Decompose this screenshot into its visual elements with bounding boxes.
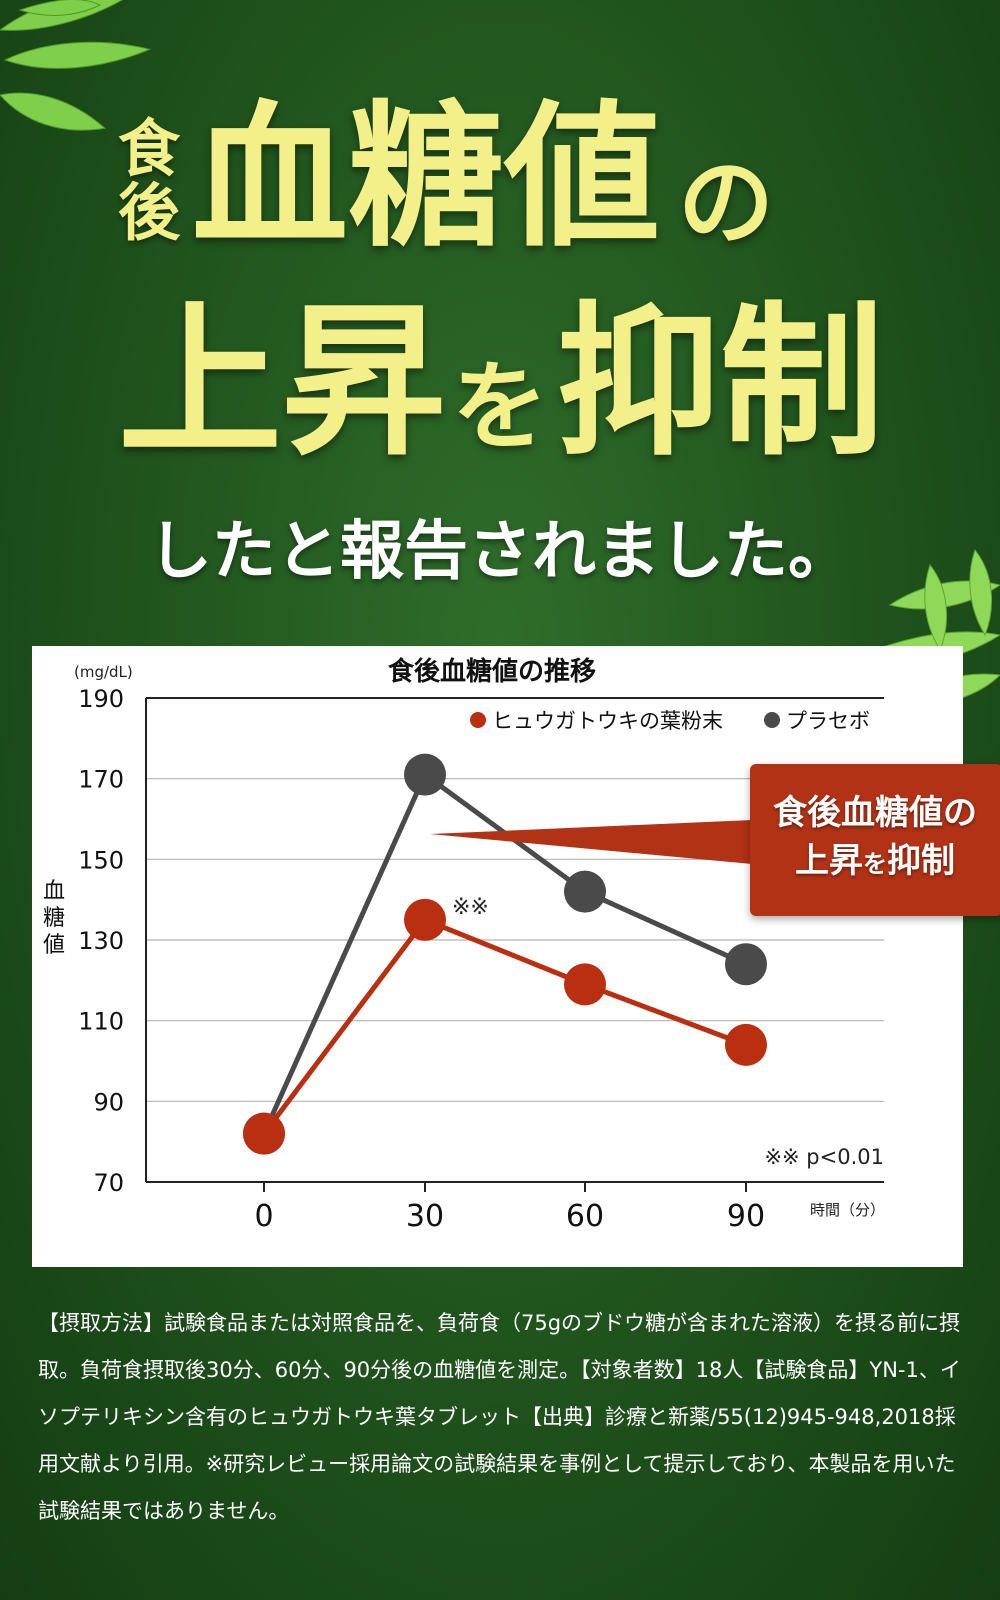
callout-line-2: 上昇を抑制 [750, 838, 1000, 887]
y-tick-label: 150 [78, 846, 124, 874]
data-point [725, 943, 767, 986]
series-line [262, 916, 747, 1136]
x-tick-labels: 0 30 60 90 [254, 1182, 765, 1234]
data-point [243, 1112, 285, 1155]
y-tick-label: 70 [93, 1169, 124, 1197]
legend-marker [764, 712, 780, 728]
study-note: 【摂取方法】試験食品または対照食品を、負荷食（75gのブドウ糖が含まれた溶液）を… [38, 1311, 961, 1523]
callout-pointer-icon [430, 820, 752, 864]
chart-title: 食後血糖値の推移 [388, 656, 596, 687]
headline: 食 後 血糖値 の 上昇 を 抑制 したと報告されました。 [0, 0, 1000, 610]
data-point [725, 1023, 767, 1066]
callout-line-2a: 上昇 [795, 841, 863, 881]
legend-label: ヒュウガトウキの葉粉末 [492, 709, 723, 733]
y-axis-label-char: 値 [43, 933, 65, 958]
x-axis-label: 時間（分） [810, 1201, 885, 1219]
series-layer [243, 753, 767, 1155]
legend-label: プラセボ [786, 709, 870, 733]
headline-big-2a: 上昇 [118, 285, 447, 478]
chart-footnote: ※※ p<0.01 [764, 1145, 884, 1169]
callout-line-1: 食後血糖値の [773, 793, 977, 833]
y-tick-label: 130 [78, 927, 124, 955]
x-tick-label: 30 [406, 1199, 444, 1234]
y-tick-label: 90 [93, 1088, 124, 1116]
callout-line-2b: を [863, 849, 887, 878]
headline-sub: したと報告されました。 [148, 514, 852, 589]
headline-wo: を [452, 350, 548, 463]
legend-marker [470, 712, 486, 728]
headline-small-2: 後 [118, 176, 181, 249]
y-tick-label: 170 [78, 766, 124, 794]
series-herb [243, 898, 767, 1155]
headline-no: の [678, 146, 774, 259]
y-axis-label: 血糖値 [43, 879, 65, 958]
legend: ヒュウガトウキの葉粉末 プラセボ [470, 709, 870, 733]
data-point [404, 898, 446, 941]
headline-big-2b: 抑制 [556, 285, 885, 478]
callout-line-2c: 抑制 [887, 841, 955, 881]
significance-mark: ※※ [452, 895, 489, 920]
y-axis-label-char: 血 [43, 879, 65, 904]
data-point [564, 963, 606, 1006]
x-tick-label: 0 [254, 1199, 273, 1234]
data-point [404, 753, 446, 796]
line-chart: 食後血糖値の推移 (mg/dL) 血糖値 70 90 110 130 150 170 190… [43, 656, 885, 1234]
data-point [564, 870, 606, 913]
y-tick-label: 190 [78, 685, 124, 713]
y-tick-label: 110 [78, 1008, 124, 1036]
callout-box: 食後血糖値の 上昇を抑制 [750, 764, 1000, 916]
x-tick-label: 60 [566, 1199, 604, 1234]
x-tick-label: 90 [727, 1199, 765, 1234]
y-unit: (mg/dL) [74, 663, 133, 681]
y-tick-labels: 70 90 110 130 150 170 190 [78, 685, 124, 1197]
headline-big-1: 血糖値 [192, 85, 660, 268]
chart-card: 食後血糖値の推移 (mg/dL) 血糖値 70 90 110 130 150 170 190… [32, 646, 963, 1267]
headline-small-1: 食 [118, 112, 181, 185]
y-axis-label-char: 糖 [43, 906, 65, 931]
leaves-top-left-icon [0, 0, 152, 131]
